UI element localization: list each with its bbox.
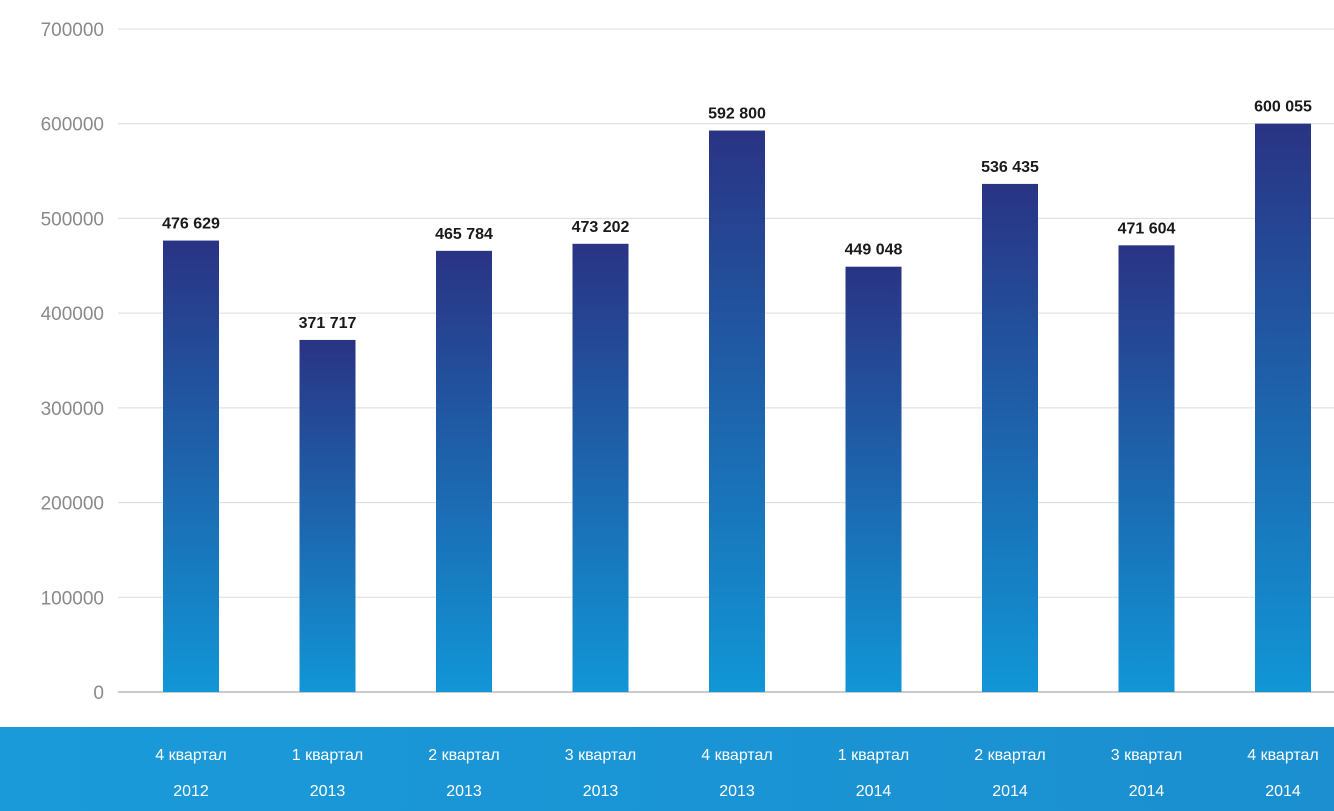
x-category-year: 2014 [992,783,1028,800]
x-category-label: 4 квартал [155,747,227,764]
bar [982,183,1038,692]
bar-data-label: 449 048 [845,242,903,259]
y-axis-ticks: 0 100000 200000 300000 400000 500000 600000 700… [41,20,104,704]
bars [163,123,1311,693]
bar-data-label: 536 435 [981,159,1039,176]
x-category-year: 2014 [1129,783,1165,800]
data-labels: 476 629 371 717 465 784 473 202 592 800 449 0… [162,99,1312,332]
bar-data-label: 600 055 [1254,99,1312,116]
x-category-label: 4 квартал [701,747,773,764]
bar [436,250,492,693]
bar-data-label: 592 800 [708,106,766,123]
x-category-label: 4 квартал [1247,747,1319,764]
bar [299,339,356,692]
x-category-label: 1 квартал [292,747,364,764]
bar-data-label: 471 604 [1118,220,1176,237]
x-category-year: 2013 [583,783,619,800]
bar [572,243,629,692]
y-tick-label: 200000 [41,494,104,515]
x-category-label: 1 квартал [838,747,910,764]
x-category-year: 2013 [310,783,346,800]
x-category-year: 2014 [856,783,892,800]
bar [1255,123,1311,693]
y-tick-label: 600000 [41,115,104,136]
bar-data-label: 371 717 [299,315,357,332]
bar [163,240,219,692]
bar [1118,245,1175,692]
x-category-year: 2013 [719,783,755,800]
y-tick-label: 100000 [41,588,104,609]
x-axis-categories: 4 квартал 2012 1 квартал 2013 2 квартал 2013 3… [155,747,1319,800]
x-category-label: 3 квартал [1111,747,1183,764]
y-tick-label: 500000 [41,209,104,230]
x-category-year: 2013 [446,783,482,800]
x-category-label: 2 квартал [974,747,1046,764]
bar-data-label: 465 784 [435,226,493,243]
bar-data-label: 473 202 [572,219,630,236]
bar-data-label: 476 629 [162,216,220,233]
y-tick-label: 0 [93,683,104,704]
bar [709,130,765,693]
x-category-year: 2014 [1265,783,1301,800]
y-tick-label: 700000 [41,20,104,41]
category-band [0,727,1334,811]
x-category-label: 2 квартал [428,747,500,764]
x-category-label: 3 квартал [565,747,637,764]
y-tick-label: 400000 [41,304,104,325]
y-tick-label: 300000 [41,399,104,420]
bar [845,266,902,692]
x-category-year: 2012 [173,783,209,800]
